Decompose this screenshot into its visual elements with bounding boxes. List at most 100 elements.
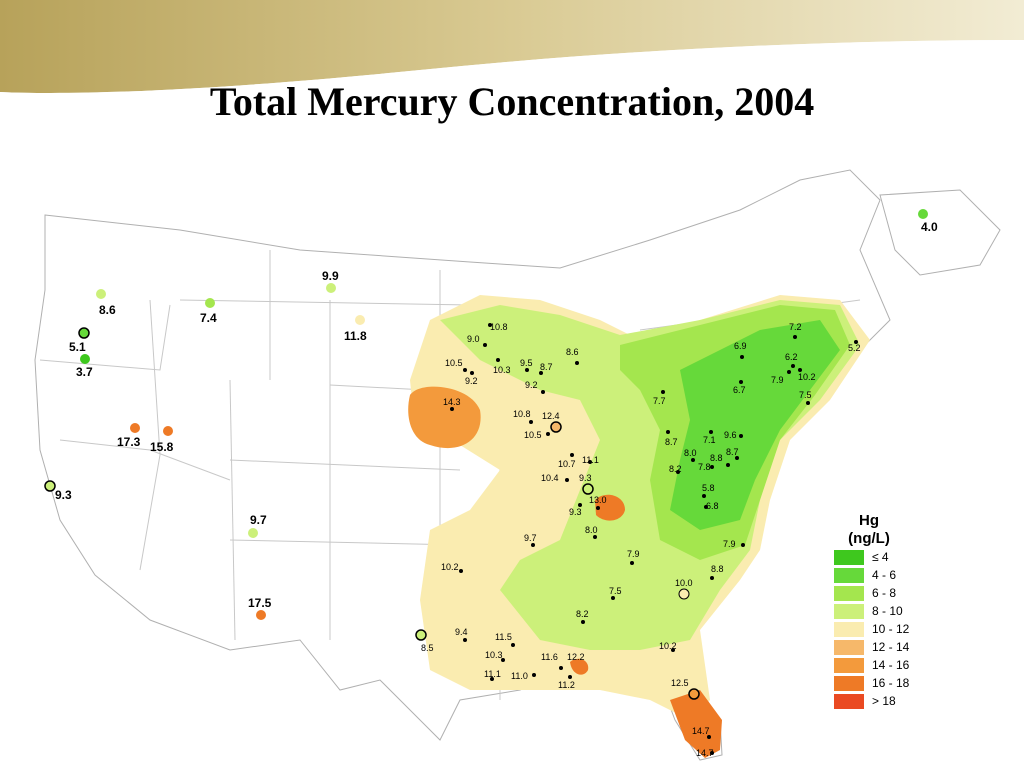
legend-swatch [834, 693, 864, 709]
site-label: 11.8 [344, 329, 367, 343]
site-marker [78, 327, 90, 339]
site-label: 11.2 [558, 680, 575, 690]
central-sites: 10.8 9.0 10.5 9.2 10.3 9.5 8.7 8.6 9.2 1… [415, 322, 745, 758]
legend-swatch [834, 657, 864, 673]
site-label: 7.8 [698, 462, 711, 472]
legend-label: 10 - 12 [872, 622, 910, 636]
site-label: 3.7 [76, 365, 93, 379]
site-label: 6.8 [706, 501, 719, 511]
site-label: 14.7 [692, 726, 710, 736]
site-label: 10.8 [490, 322, 508, 332]
site-label: 9.0 [467, 334, 480, 344]
legend-item: 12 - 14 [834, 638, 924, 656]
legend-item: 4 - 6 [834, 566, 924, 584]
site-marker [205, 298, 215, 308]
legend: Hg (ng/L) ≤ 4 4 - 6 6 - 8 8 - 10 10 - 12 12 -… [834, 512, 924, 710]
site-label: 14.3 [443, 397, 461, 407]
eastern-sites: 7.2 6.9 6.2 7.9 10.2 6.7 7.5 7.7 8.7 7.1… [653, 322, 861, 511]
site-label: 10.0 [675, 578, 693, 588]
legend-item: 16 - 18 [834, 674, 924, 692]
page-title: Total Mercury Concentration, 2004 [209, 79, 815, 124]
site-label: 10.2 [798, 372, 816, 382]
legend-swatch [834, 621, 864, 637]
site-label: 10.4 [541, 473, 559, 483]
site-label: 11.6 [541, 652, 558, 662]
site-label: 8.7 [726, 447, 739, 457]
site-label: 9.6 [724, 430, 737, 440]
site-label: 8.6 [99, 303, 116, 317]
site-label: 10.5 [524, 430, 542, 440]
site-marker [918, 209, 928, 219]
site-label: 17.3 [117, 435, 141, 449]
site-label: 8.6 [566, 347, 579, 357]
site-label: 8.7 [540, 362, 553, 372]
site-label: 9.7 [250, 513, 267, 527]
site-marker [80, 354, 90, 364]
site-label: 8.2 [669, 464, 682, 474]
contour-12-14-sd [408, 386, 481, 449]
legend-label: 4 - 6 [872, 568, 897, 582]
site-label: 8.8 [710, 453, 723, 463]
site-label: 9.3 [569, 507, 582, 517]
site-label: 10.2 [659, 641, 677, 651]
site-label: 9.3 [579, 473, 592, 483]
legend-swatch [834, 675, 864, 691]
legend-item: > 18 [834, 692, 924, 710]
site-label: 13.0 [589, 495, 607, 505]
legend-item: 10 - 12 [834, 620, 924, 638]
legend-label: > 18 [872, 694, 896, 708]
site-label: 12.5 [671, 678, 689, 688]
site-label: 9.7 [524, 533, 537, 543]
site-label: 7.5 [799, 390, 812, 400]
legend-item: ≤ 4 [834, 548, 924, 566]
site-label: 10.8 [513, 409, 531, 419]
site-label: 7.4 [200, 311, 217, 325]
site-marker [355, 315, 365, 325]
site-label: 9.2 [465, 376, 478, 386]
site-label: 10.3 [485, 650, 503, 660]
site-label: 6.2 [785, 352, 798, 362]
site-label: 9.3 [55, 488, 72, 502]
site-label: 4.0 [921, 220, 938, 234]
site-label: 10.2 [441, 562, 459, 572]
legend-title: Hg (ng/L) [834, 512, 904, 548]
site-label: 11.1 [484, 669, 501, 679]
contour-14-16-fl [670, 690, 722, 758]
legend-label: ≤ 4 [872, 550, 889, 564]
site-marker [256, 610, 266, 620]
legend-item: 6 - 8 [834, 584, 924, 602]
site-label: 5.2 [848, 343, 861, 353]
site-label: 11.0 [511, 671, 528, 681]
site-label: 8.0 [684, 448, 697, 458]
legend-swatch [834, 567, 864, 583]
legend-title-line2: (ng/L) [848, 530, 890, 547]
site-label: 9.4 [455, 627, 468, 637]
site-label: 12.2 [567, 652, 585, 662]
site-label: 9.9 [322, 269, 339, 283]
contour-14-16-il [595, 494, 625, 521]
decorative-banner [0, 0, 1024, 105]
site-label: 14.7 [696, 748, 714, 758]
site-label: 8.2 [576, 609, 589, 619]
legend-swatch [834, 639, 864, 655]
legend-label: 16 - 18 [872, 676, 910, 690]
western-sites: 4.0 9.9 8.6 7.4 11.8 5.1 3.7 17.3 15.8 9… [44, 209, 938, 620]
site-marker [44, 480, 56, 492]
site-label: 8.7 [665, 437, 678, 447]
site-label: 5.8 [702, 483, 715, 493]
site-label: 9.5 [520, 358, 533, 368]
legend-title-line1: Hg [859, 512, 879, 529]
site-label: 12.4 [542, 411, 560, 421]
site-label: 11.5 [495, 632, 512, 642]
site-marker [96, 289, 106, 299]
site-marker [163, 426, 173, 436]
site-label: 6.7 [733, 385, 746, 395]
site-label: 6.9 [734, 341, 747, 351]
site-label: 15.8 [150, 440, 174, 454]
site-marker [248, 528, 258, 538]
site-label: 8.5 [421, 643, 434, 653]
site-label: 7.7 [653, 396, 666, 406]
legend-label: 6 - 8 [872, 586, 897, 600]
site-label: 5.1 [69, 340, 86, 354]
site-label: 7.9 [771, 375, 784, 385]
